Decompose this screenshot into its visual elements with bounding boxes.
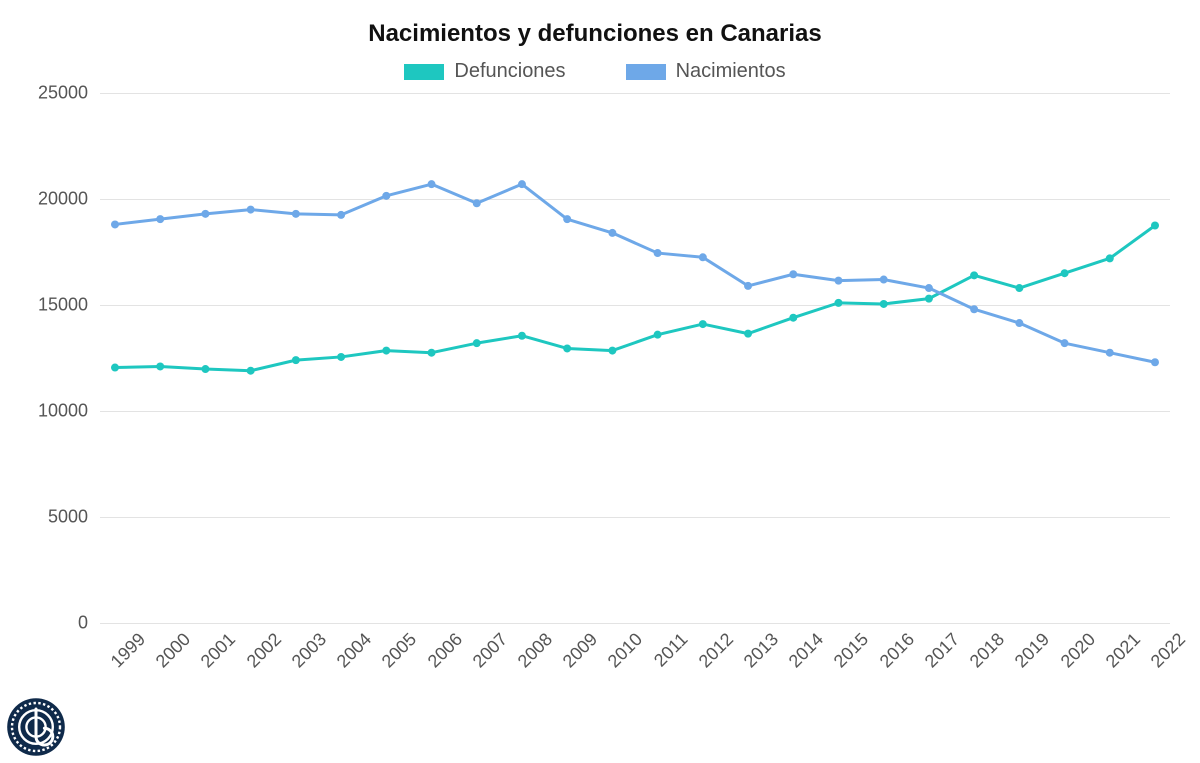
data-point	[1061, 269, 1069, 277]
data-point	[382, 347, 390, 355]
data-point	[834, 299, 842, 307]
data-point	[744, 282, 752, 290]
chart-container: Nacimientos y defunciones en Canarias De…	[0, 0, 1200, 763]
x-tick-label: 1999	[107, 629, 150, 672]
x-tick-label: 2012	[695, 629, 738, 672]
data-point	[292, 210, 300, 218]
data-point	[789, 314, 797, 322]
legend-label: Defunciones	[454, 60, 565, 83]
x-tick-label: 2016	[875, 629, 918, 672]
data-point	[156, 215, 164, 223]
data-point	[925, 295, 933, 303]
x-tick-label: 2008	[514, 629, 557, 672]
series-line-defunciones	[115, 226, 1155, 371]
x-tick-label: 2003	[288, 629, 331, 672]
data-point	[608, 229, 616, 237]
data-point	[834, 277, 842, 285]
data-point	[247, 206, 255, 214]
data-point	[201, 210, 209, 218]
data-point	[789, 270, 797, 278]
data-point	[201, 365, 209, 373]
data-point	[563, 215, 571, 223]
x-tick-label: 2014	[785, 629, 828, 672]
data-point	[608, 347, 616, 355]
x-tick-label: 2018	[966, 629, 1009, 672]
data-point	[1106, 349, 1114, 357]
data-point	[654, 249, 662, 257]
data-point	[1151, 358, 1159, 366]
data-point	[880, 300, 888, 308]
legend-label: Nacimientos	[676, 60, 786, 83]
data-point	[563, 344, 571, 352]
x-tick-label: 2015	[830, 629, 873, 672]
x-tick-label: 2011	[650, 629, 692, 671]
y-tick-label: 25000	[38, 83, 88, 104]
y-tick-label: 5000	[48, 507, 88, 528]
x-tick-label: 2002	[242, 629, 285, 672]
publisher-logo-icon	[6, 697, 66, 757]
data-point	[1015, 319, 1023, 327]
data-point	[1061, 339, 1069, 347]
data-point	[1151, 222, 1159, 230]
data-point	[699, 320, 707, 328]
data-point	[111, 364, 119, 372]
legend-swatch-icon	[404, 64, 444, 80]
data-point	[518, 180, 526, 188]
data-point	[337, 353, 345, 361]
y-tick-label: 20000	[38, 189, 88, 210]
data-point	[382, 192, 390, 200]
legend-item-nacimientos: Nacimientos	[626, 60, 786, 83]
x-tick-label: 2010	[604, 629, 647, 672]
data-point	[428, 349, 436, 357]
y-tick-label: 10000	[38, 401, 88, 422]
data-point	[699, 253, 707, 261]
series-line-nacimientos	[115, 184, 1155, 362]
x-tick-label: 2019	[1011, 629, 1054, 672]
x-tick-label: 2020	[1056, 629, 1099, 672]
legend: Defunciones Nacimientos	[20, 60, 1170, 83]
data-point	[473, 199, 481, 207]
x-tick-label: 2021	[1101, 629, 1144, 672]
legend-item-defunciones: Defunciones	[404, 60, 565, 83]
chart-svg	[100, 93, 1170, 623]
data-point	[925, 284, 933, 292]
x-tick-label: 2013	[740, 629, 783, 672]
legend-swatch-icon	[626, 64, 666, 80]
x-axis: 1999200020012002200320042005200620072008…	[100, 623, 1170, 683]
data-point	[970, 271, 978, 279]
x-tick-label: 2001	[197, 629, 240, 672]
data-point	[247, 367, 255, 375]
data-point	[111, 220, 119, 228]
x-tick-label: 2017	[921, 629, 964, 672]
data-point	[744, 330, 752, 338]
data-point	[292, 356, 300, 364]
x-tick-label: 2000	[152, 629, 195, 672]
x-tick-label: 2006	[423, 629, 466, 672]
x-tick-label: 2007	[468, 629, 511, 672]
y-tick-label: 0	[78, 613, 88, 634]
data-point	[654, 331, 662, 339]
data-point	[156, 362, 164, 370]
data-point	[473, 339, 481, 347]
chart-title: Nacimientos y defunciones en Canarias	[20, 20, 1170, 48]
data-point	[1106, 254, 1114, 262]
data-point	[1015, 284, 1023, 292]
plot-area: 0500010000150002000025000 19992000200120…	[20, 93, 1170, 683]
data-point	[880, 276, 888, 284]
x-tick-label: 2022	[1147, 629, 1190, 672]
y-axis: 0500010000150002000025000	[20, 93, 100, 623]
x-tick-label: 2005	[378, 629, 421, 672]
data-point	[337, 211, 345, 219]
x-tick-label: 2009	[559, 629, 602, 672]
y-tick-label: 15000	[38, 295, 88, 316]
data-point	[970, 305, 978, 313]
data-point	[428, 180, 436, 188]
x-tick-label: 2004	[333, 629, 376, 672]
data-point	[518, 332, 526, 340]
